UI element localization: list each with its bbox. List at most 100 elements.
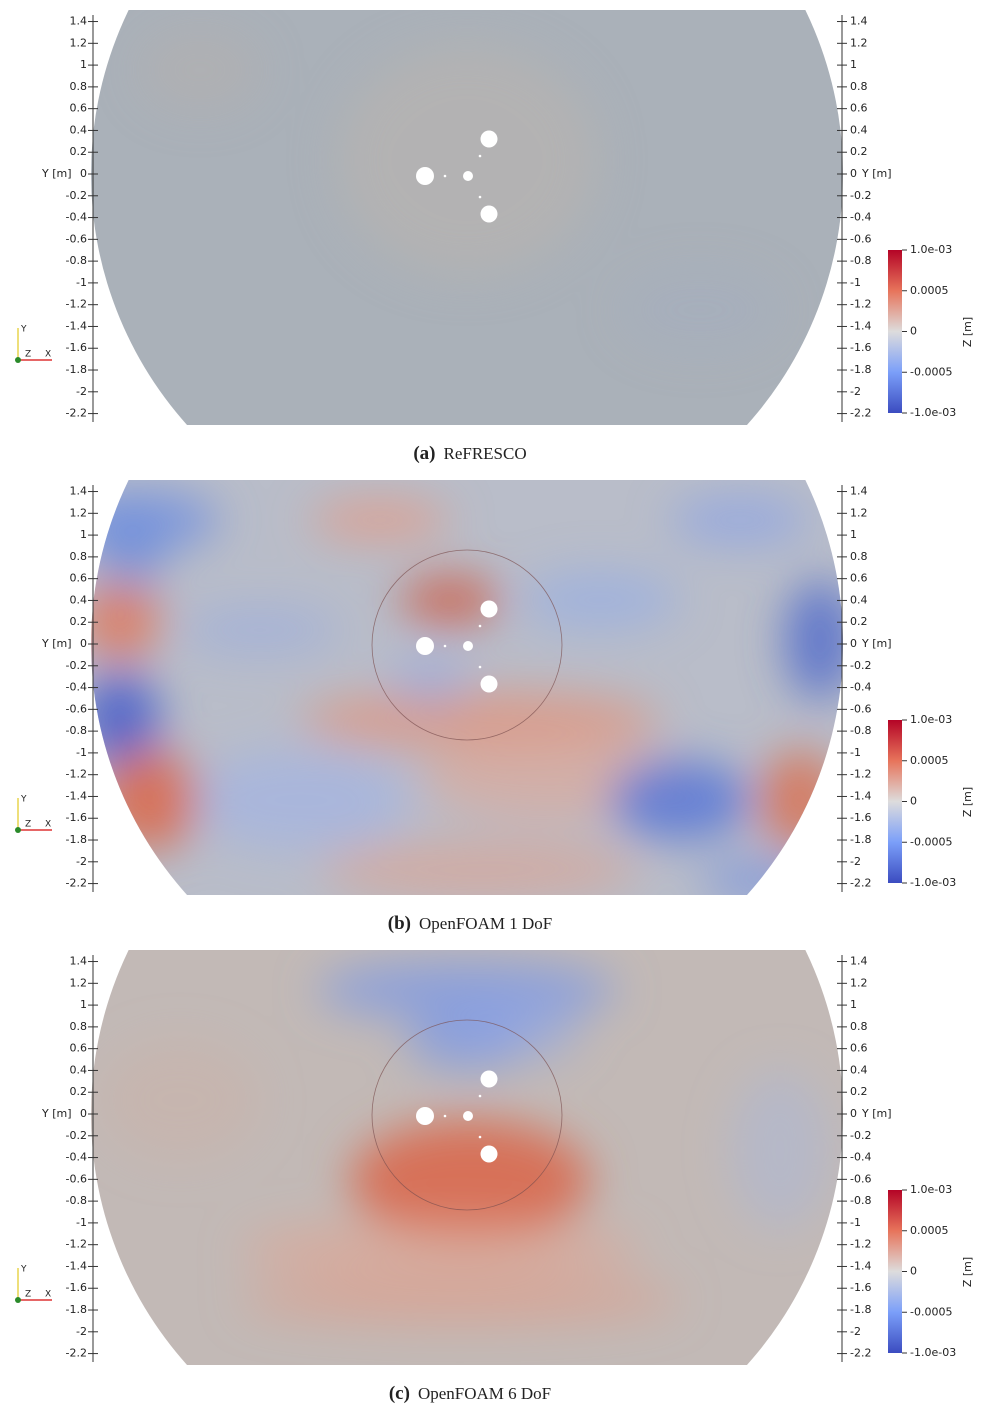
cylinder [416, 1107, 434, 1125]
y-tick-label: -1 [850, 1216, 861, 1229]
y-tick-label: 1.2 [70, 36, 88, 49]
y-tick-label: -0.4 [850, 211, 871, 224]
triad-label: Y [20, 795, 27, 805]
y-tick-label: 1.4 [850, 15, 868, 28]
y-tick-label: 0 [850, 1107, 857, 1120]
y-tick-label: -2.2 [66, 1347, 87, 1360]
y-tick-label: -2 [76, 1325, 87, 1338]
y-tick-label: 0.4 [850, 1063, 868, 1076]
y-tick-label: 1.2 [850, 36, 868, 49]
connector [478, 1094, 482, 1098]
triad-label: Y [20, 1265, 27, 1275]
connector [443, 1114, 447, 1118]
y-tick-label: 0.8 [70, 80, 88, 93]
colorbar-tick-label: 0.0005 [910, 284, 949, 297]
cylinder [480, 675, 498, 693]
y-tick-label: -1 [76, 1216, 87, 1229]
y-tick-label: -0.6 [850, 1172, 871, 1185]
y-tick-label: -1.6 [66, 341, 87, 354]
y-tick-label: -0.4 [66, 1151, 87, 1164]
connector [478, 665, 482, 669]
y-tick-label: -0.8 [850, 254, 871, 267]
y-tick-label: -1.8 [850, 833, 871, 846]
y-tick-label: 0.6 [70, 1042, 88, 1055]
field [91, 10, 843, 425]
triad-z [15, 827, 21, 833]
y-tick-label: 0 [80, 637, 87, 650]
y-tick-label: -0.6 [66, 1172, 87, 1185]
caption: (c) OpenFOAM 6 DoF [389, 1383, 551, 1404]
panel: 1.4 1.4 1.2 1.2 1 1 0.8 0.8 0.6 0.6 0.4 0.4 0.2 0.2 0 0… [15, 480, 974, 934]
triad-label: X [45, 820, 51, 830]
y-tick-label: 0 [850, 167, 857, 180]
y-tick-label: 1.2 [70, 976, 88, 989]
y-tick-label: -1.8 [66, 363, 87, 376]
caption-label: (b) [388, 913, 411, 934]
cylinder [480, 130, 498, 148]
y-tick-label: -1.2 [850, 1238, 871, 1251]
y-tick-label: 1.4 [70, 955, 88, 968]
y-tick-label: -1.8 [66, 1303, 87, 1316]
y-tick-label: 0.8 [850, 1020, 868, 1033]
connector [478, 195, 482, 199]
connector [478, 154, 482, 158]
y-tick-label: 1 [850, 998, 857, 1011]
y-tick-label: -0.4 [66, 681, 87, 694]
y-tick-label: -1.8 [66, 833, 87, 846]
y-tick-label: -0.6 [850, 702, 871, 715]
y-tick-label: 1.4 [850, 485, 868, 498]
y-tick-label: -1.2 [66, 298, 87, 311]
caption-label: (c) [389, 1383, 410, 1404]
y-tick-label: 0.6 [70, 572, 88, 585]
cylinder [480, 205, 498, 223]
y-tick-label: 0.2 [70, 615, 88, 628]
connector [443, 644, 447, 648]
y-tick-label: 1.2 [70, 506, 88, 519]
y-tick-label: -1.4 [66, 1259, 87, 1272]
y-tick-label: -2 [850, 855, 861, 868]
y-tick-label: 0.8 [70, 550, 88, 563]
y-tick-label: -1.6 [850, 341, 871, 354]
caption-label: (a) [413, 443, 435, 464]
y-tick-label: -1.4 [66, 319, 87, 332]
colorbar-tick-label: 0 [910, 795, 917, 808]
y-tick-label: -0.6 [66, 702, 87, 715]
y-tick-label: -0.8 [66, 1194, 87, 1207]
triad-label: X [45, 350, 51, 360]
y-tick-label: -1.6 [66, 811, 87, 824]
y-tick-label: -1.4 [66, 789, 87, 802]
colorbar-tick-label: -1.0e-03 [910, 406, 956, 419]
y-axis-label: Y [m] [861, 637, 892, 650]
y-tick-label: 0.2 [70, 145, 88, 158]
y-tick-label: -0.4 [850, 1151, 871, 1164]
colorbar-tick-label: -0.0005 [910, 1305, 952, 1318]
colorbar-tick-label: 0 [910, 1265, 917, 1278]
colorbar [888, 1190, 902, 1353]
y-tick-label: -2 [76, 385, 87, 398]
colorbar-tick-label: 0 [910, 325, 917, 338]
y-tick-label: -0.2 [850, 659, 871, 672]
y-tick-label: -2.2 [66, 877, 87, 890]
colorbar-tick-label: -1.0e-03 [910, 876, 956, 889]
y-tick-label: -1.2 [850, 768, 871, 781]
y-tick-label: 0.2 [70, 1085, 88, 1098]
y-tick-label: -0.8 [66, 724, 87, 737]
y-tick-label: 0.4 [850, 123, 868, 136]
y-axis-label: Y [m] [41, 1107, 72, 1120]
cylinder [416, 167, 434, 185]
y-tick-label: -1 [850, 746, 861, 759]
y-tick-label: -1 [76, 276, 87, 289]
colorbar-tick-label: 1.0e-03 [910, 713, 952, 726]
y-tick-label: 0 [80, 167, 87, 180]
panel: 1.4 1.4 1.2 1.2 1 1 0.8 0.8 0.6 0.6 0.4 0.4 0.2 0.2 0 0… [15, 10, 974, 464]
cylinder [480, 600, 498, 618]
y-tick-label: 0.6 [70, 102, 88, 115]
y-tick-label: 1 [850, 528, 857, 541]
y-tick-label: 0.4 [70, 593, 88, 606]
y-tick-label: -2.2 [850, 877, 871, 890]
y-tick-label: -1 [76, 746, 87, 759]
colorbar-tick-label: 0.0005 [910, 1224, 949, 1237]
colorbar-tick-label: -0.0005 [910, 365, 952, 378]
colorbar-title: Z [m] [961, 1257, 974, 1287]
y-tick-label: -1.6 [66, 1281, 87, 1294]
